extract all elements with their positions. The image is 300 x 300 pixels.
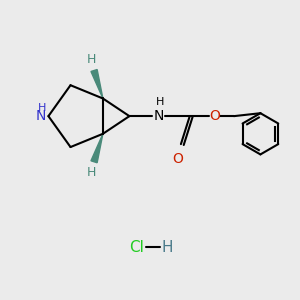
Text: H: H bbox=[156, 97, 164, 107]
Text: H: H bbox=[162, 240, 173, 255]
Text: H: H bbox=[87, 166, 96, 179]
Text: N: N bbox=[154, 109, 164, 123]
Text: Cl: Cl bbox=[129, 240, 144, 255]
Text: H: H bbox=[87, 53, 96, 66]
Text: O: O bbox=[172, 152, 183, 167]
Polygon shape bbox=[91, 134, 103, 163]
Text: H: H bbox=[38, 103, 46, 113]
Text: N: N bbox=[36, 109, 46, 123]
Polygon shape bbox=[91, 70, 103, 98]
Text: O: O bbox=[209, 109, 220, 123]
